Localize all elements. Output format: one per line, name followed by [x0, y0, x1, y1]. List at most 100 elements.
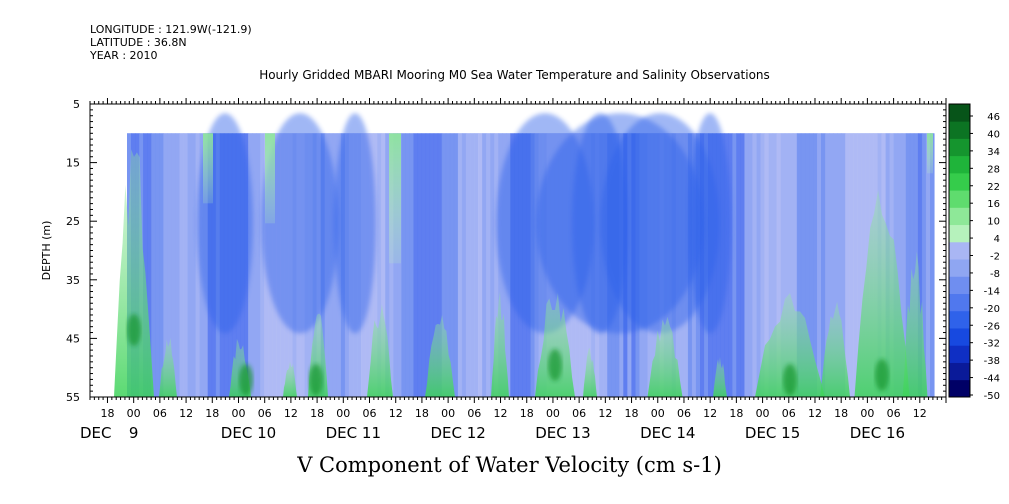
x-tick-label: 18	[834, 407, 848, 420]
positive-plume	[491, 291, 509, 397]
x-tick-label: 12	[598, 407, 612, 420]
colorbar-label: 46	[987, 112, 1000, 123]
field-column	[752, 133, 757, 398]
positive-core	[548, 349, 562, 381]
latitude-label: LATITUDE : 36.8N	[90, 36, 187, 49]
colorbar-swatch	[949, 155, 970, 174]
positive-core	[783, 364, 797, 396]
field-column	[760, 133, 766, 398]
field-column	[821, 133, 826, 398]
field-column	[901, 133, 907, 398]
positive-plume	[283, 361, 297, 397]
positive-plume	[820, 301, 850, 397]
colorbar-label: 22	[987, 182, 1000, 193]
field-column	[377, 133, 382, 398]
field-column	[195, 133, 201, 398]
field-column	[256, 133, 261, 398]
colorbar-swatch	[949, 345, 970, 363]
x-axis-label: V Component of Water Velocity (cm s-1)	[297, 453, 722, 477]
positive-core	[239, 364, 253, 396]
colorbar-swatch	[949, 362, 970, 381]
field-column	[808, 133, 814, 398]
positive-plume	[713, 356, 727, 397]
field-column	[457, 133, 463, 398]
colorbar-swatch	[949, 104, 970, 122]
positive-plume	[647, 316, 683, 397]
x-tick-label: 12	[179, 407, 193, 420]
x-day-label: DEC 14	[640, 424, 695, 442]
colorbar-swatch	[949, 241, 970, 260]
mooring-metadata: LONGITUDE : 121.9W(-121.9) LATITUDE : 36…	[90, 23, 252, 62]
field-column	[829, 133, 834, 398]
x-tick-label: 00	[546, 407, 560, 420]
negative-core	[689, 113, 731, 334]
field-column	[425, 133, 431, 398]
colorbar-label: -8	[990, 269, 1000, 280]
field-column	[917, 133, 923, 398]
field-column	[474, 133, 479, 398]
colorbar-swatch	[949, 293, 970, 312]
field-column	[171, 133, 176, 398]
y-tick-label: 55	[66, 391, 80, 404]
positive-plume	[425, 314, 455, 397]
y-tick-label: 25	[66, 215, 80, 228]
x-tick-label: 18	[520, 407, 534, 420]
x-tick-label: 00	[127, 407, 141, 420]
colorbar-swatch	[949, 310, 970, 329]
field-column	[728, 133, 733, 398]
x-tick-label: 06	[782, 407, 796, 420]
field-column	[151, 133, 156, 398]
field-column	[740, 133, 745, 398]
field-column	[776, 133, 782, 398]
x-day-label: DEC 10	[221, 424, 276, 442]
field-column	[813, 133, 818, 398]
colorbar-swatch	[949, 207, 970, 226]
field-column	[465, 133, 471, 398]
positive-plume	[902, 251, 928, 397]
field-column	[486, 133, 491, 398]
x-tick-label: 18	[729, 407, 743, 420]
colorbar-label: 28	[987, 164, 1000, 175]
field-column	[764, 133, 770, 398]
field-column	[417, 133, 423, 398]
field-column	[252, 133, 257, 398]
field-column	[768, 133, 774, 398]
field-column	[441, 133, 447, 398]
colorbar-label: 10	[987, 217, 1000, 228]
positive-plume	[854, 190, 910, 397]
x-tick-label: 18	[310, 407, 324, 420]
field-column	[437, 133, 443, 398]
negative-core	[536, 113, 704, 334]
field-column	[849, 133, 854, 398]
field-column	[772, 133, 778, 398]
field-column	[389, 133, 394, 398]
field-column	[478, 133, 483, 398]
colorbar-label: 40	[987, 129, 1000, 140]
positive-plume	[114, 149, 154, 397]
colorbar-label: -50	[984, 391, 1000, 402]
colorbar: 46 40 34 28 22 16 10 4 -2 -8 -14 -20 -26 -32 -38 -44 -50	[948, 103, 1000, 402]
x-tick-label: 06	[153, 407, 167, 420]
y-axis-label: DEPTH (m)	[40, 221, 53, 281]
field-column	[845, 133, 850, 398]
negative-core	[334, 113, 376, 334]
field-column	[925, 133, 931, 398]
x-tick-label: 06	[887, 407, 901, 420]
field-column	[756, 133, 762, 398]
field-column	[401, 133, 406, 398]
colorbar-label: 16	[987, 199, 1000, 210]
colorbar-label: 4	[994, 234, 1000, 245]
positive-streak	[265, 133, 275, 224]
field-column	[143, 133, 148, 398]
field-column	[833, 133, 838, 398]
field-column	[405, 133, 410, 398]
field-column	[461, 133, 467, 398]
field-column	[837, 133, 842, 398]
field-column	[744, 133, 749, 398]
field-column	[897, 133, 903, 398]
x-tick-label: 06	[363, 407, 377, 420]
field-column	[413, 133, 419, 398]
x-tick-label: 12	[703, 407, 717, 420]
field-column	[482, 133, 487, 398]
x-tick-label: 06	[572, 407, 586, 420]
